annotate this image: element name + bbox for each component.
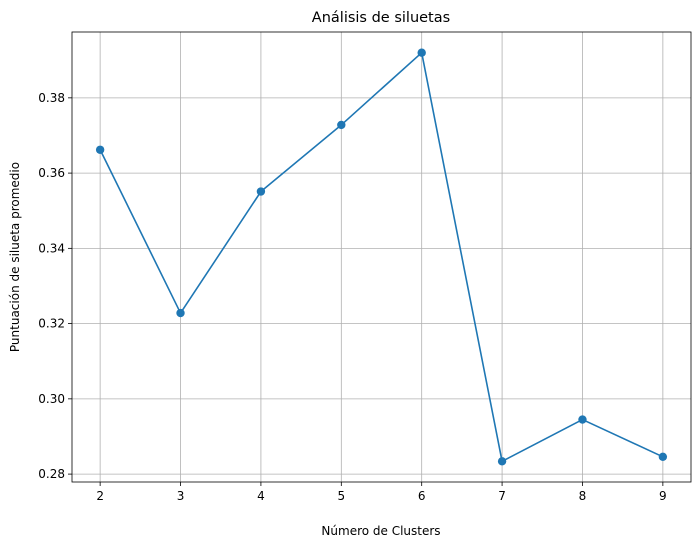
data-point-2 [95, 145, 105, 154]
x-tick-label: 9 [659, 489, 667, 503]
y-tick-label: 0.36 [38, 166, 65, 180]
x-tick-label: 2 [96, 489, 104, 503]
grid [72, 32, 691, 482]
y-tick-label: 0.34 [38, 241, 65, 255]
y-tick-label: 0.28 [38, 467, 65, 481]
data-point-7 [497, 457, 507, 466]
x-tick-label: 6 [418, 489, 426, 503]
x-tick-label: 5 [337, 489, 345, 503]
axes [71, 31, 692, 483]
series-line [99, 51, 664, 463]
x-tick-label: 8 [579, 489, 587, 503]
data-point-8 [578, 415, 587, 424]
x-axis-label: Número de Clusters [321, 524, 440, 538]
data-point-5 [337, 120, 346, 130]
y-tick-label: 0.32 [38, 317, 65, 331]
data-point-4 [256, 187, 266, 196]
chart-title: Análisis de siluetas [312, 10, 450, 26]
x-tick-label: 3 [177, 489, 185, 503]
y-axis-label: Puntuación de silueta promedio [8, 162, 22, 352]
ticks: 2 3 4 5 6 7 8 9 0.28 0.30 0.32 0.34 0.36 0.38 [38, 91, 666, 503]
series [95, 48, 668, 466]
plot-frame [71, 31, 692, 483]
data-point-3 [176, 308, 185, 318]
data-point-9 [658, 452, 668, 461]
x-tick-label: 7 [498, 489, 506, 503]
y-tick-label: 0.30 [38, 392, 65, 406]
x-tick-label: 4 [257, 489, 265, 503]
data-point-6 [417, 48, 426, 57]
y-tick-label: 0.38 [38, 91, 65, 105]
